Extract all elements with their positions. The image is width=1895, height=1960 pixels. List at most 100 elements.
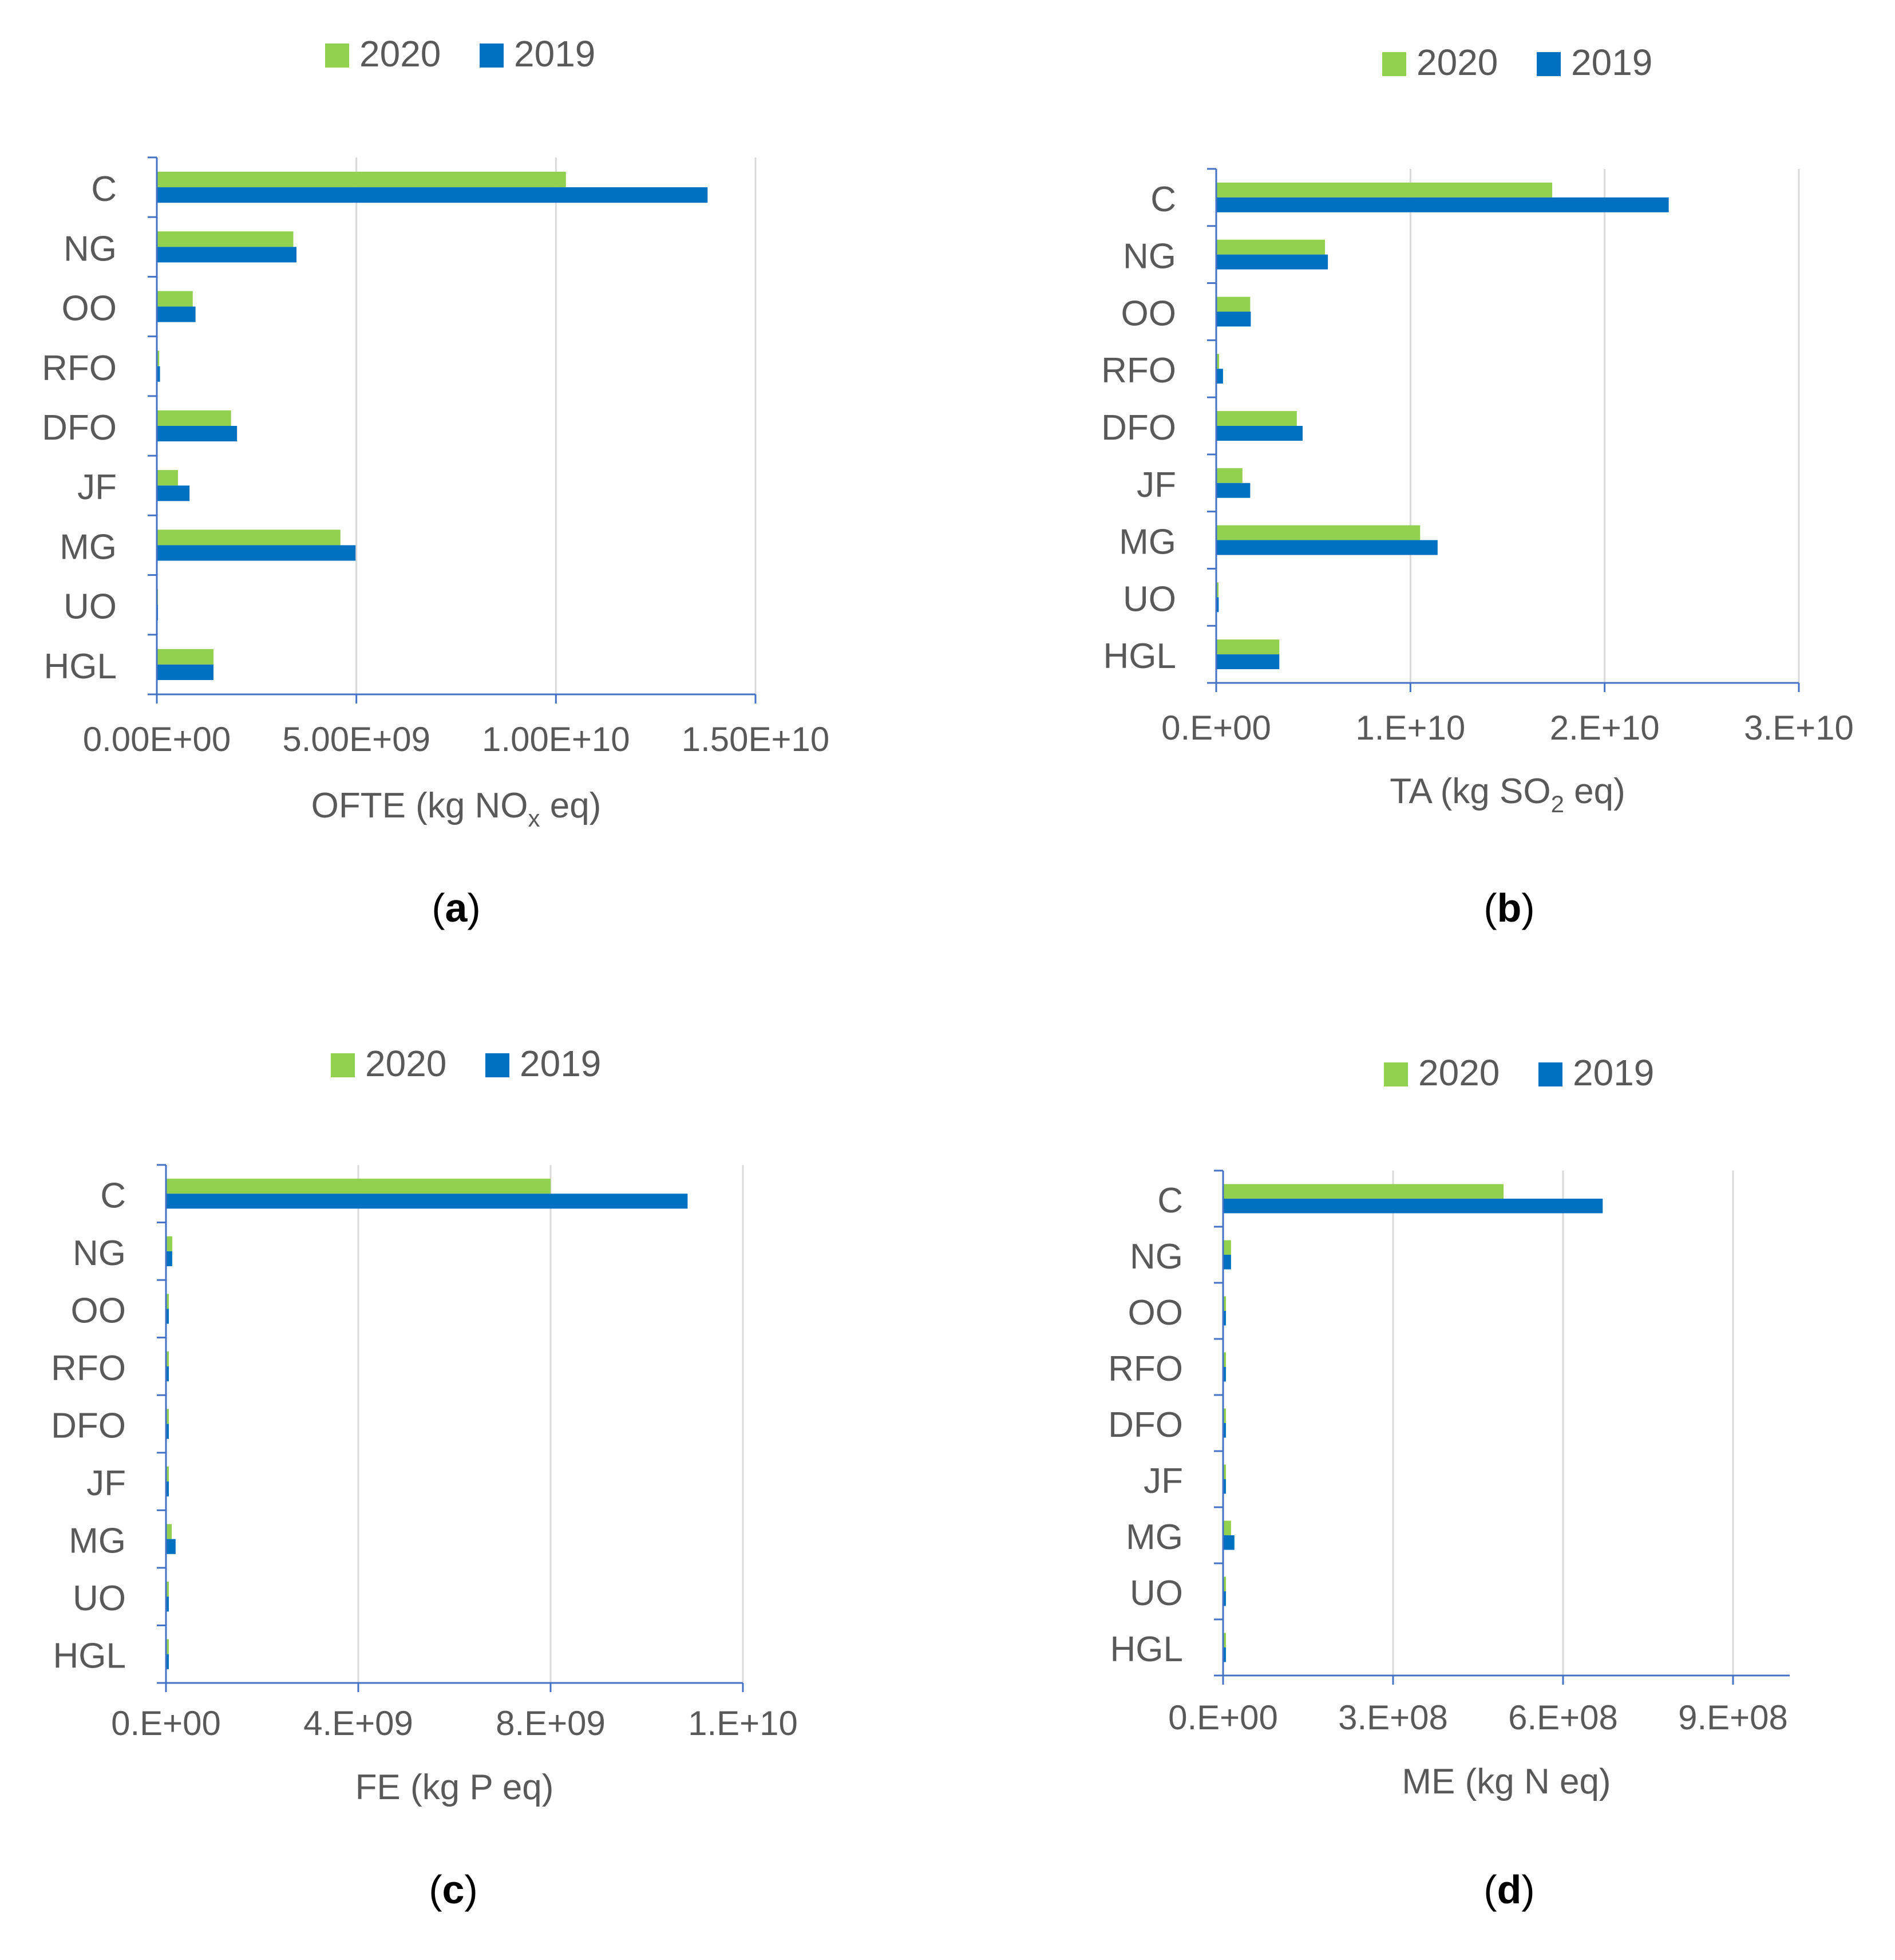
category-label: UO: [1130, 1574, 1183, 1613]
category-label: MG: [1126, 1518, 1183, 1557]
bar-2019-JF: [166, 1481, 169, 1497]
bar-2019-OO: [166, 1309, 169, 1324]
category-label: C: [100, 1176, 126, 1215]
bar-2020-C: [157, 172, 566, 188]
bar-2019-UO: [1223, 1591, 1226, 1606]
x-tick-label: 1.00E+10: [482, 720, 630, 758]
category-label: UO: [1123, 579, 1176, 619]
legend-label: 2020: [1417, 42, 1498, 83]
category-label: NG: [1123, 237, 1176, 276]
x-axis-title-unit: eq): [1564, 772, 1625, 811]
legend-swatch-2020: [1384, 1062, 1408, 1086]
category-label: DFO: [42, 408, 117, 448]
x-axis-title-main: OFTE (kg NO: [311, 786, 528, 825]
legend-label: 2020: [1418, 1052, 1500, 1093]
bar-2019-HGL: [1216, 654, 1280, 670]
bar-2019-RFO: [166, 1366, 169, 1382]
bar-2019-JF: [1216, 483, 1251, 498]
x-tick-label: 0.00E+00: [83, 720, 231, 758]
chart-panel-b: C NG OO RFO DFO JF MG UO HGL 0.E+00 1.E+10 2.E+10 3.…: [1101, 42, 1854, 930]
panel-label: (d): [1483, 1867, 1534, 1912]
category-label: HGL: [1110, 1630, 1183, 1669]
legend-swatch-2019: [1537, 52, 1561, 76]
bar-2019-C: [166, 1194, 688, 1209]
bar-2019-RFO: [1216, 369, 1223, 384]
category-label: MG: [69, 1522, 126, 1561]
chart-panel-c: C NG OO RFO DFO JF MG UO HGL 0.E+00 4.E+09 8.E+09 1.…: [51, 1043, 798, 1912]
category-label: MG: [60, 527, 117, 567]
bar-2019-DFO: [1223, 1423, 1226, 1438]
bar-2019-JF: [1223, 1479, 1226, 1494]
x-axis-title: FE (kg P eq): [355, 1768, 554, 1807]
legend-label: 2020: [359, 33, 441, 74]
panel-label: (a): [432, 886, 481, 930]
bar-2019-C: [1216, 197, 1669, 212]
x-axis-title: OFTE (kg NOx eq): [311, 786, 602, 832]
bar-2019-HGL: [1223, 1647, 1226, 1662]
bar-2020-OO: [166, 1294, 169, 1309]
x-tick-label: 1.E+10: [688, 1704, 798, 1742]
category-label: DFO: [1101, 408, 1176, 448]
bar-2020-HGL: [1223, 1633, 1226, 1647]
legend: 2020 2019: [331, 1043, 601, 1084]
x-tick-label: 0.E+00: [1161, 709, 1271, 747]
category-label: RFO: [51, 1349, 126, 1388]
bar-2020-OO: [1216, 297, 1251, 312]
x-tick-label: 6.E+08: [1508, 1698, 1618, 1737]
category-label: C: [1150, 180, 1176, 219]
bar-2020-C: [1216, 182, 1553, 197]
chart-panel-a: C NG OO RFO DFO JF MG UO HGL 0.00E+00 5.00E+09 1.00…: [42, 33, 829, 930]
bar-2020-MG: [1216, 525, 1421, 540]
category-label: OO: [71, 1291, 126, 1330]
category-label: JF: [86, 1464, 126, 1503]
category-label: OO: [1121, 294, 1176, 333]
bar-2020-RFO: [166, 1351, 169, 1366]
category-label: OO: [1128, 1293, 1183, 1333]
bar-2019-UO: [1216, 597, 1219, 612]
bar-2019-MG: [1223, 1535, 1235, 1550]
legend-swatch-2020: [1382, 52, 1406, 76]
category-label: HGL: [53, 1637, 126, 1676]
bar-2019-OO: [1223, 1311, 1226, 1326]
bar-2019-MG: [1216, 540, 1438, 555]
bar-2019-NG: [1216, 254, 1328, 270]
category-label: JF: [1137, 465, 1176, 505]
bar-2020-JF: [166, 1466, 169, 1482]
bar-2020-NG: [1223, 1240, 1231, 1255]
bar-2019-DFO: [1216, 426, 1303, 441]
x-tick-label: 8.E+09: [496, 1704, 606, 1742]
category-label: MG: [1119, 523, 1176, 562]
bar-2020-HGL: [1216, 639, 1280, 655]
bar-2020-MG: [166, 1524, 172, 1539]
bar-2019-HGL: [157, 664, 214, 680]
category-label: RFO: [1108, 1349, 1183, 1389]
x-axis-title: ME (kg N eq): [1402, 1762, 1611, 1801]
category-label: NG: [1130, 1237, 1183, 1277]
bar-2019-C: [157, 187, 708, 203]
x-tick-label: 2.E+10: [1550, 709, 1660, 747]
panel-label: (c): [429, 1867, 478, 1912]
bar-2020-DFO: [1223, 1408, 1226, 1423]
legend-swatch-2020: [325, 44, 349, 68]
category-label: NG: [64, 229, 117, 268]
legend: 2020 2019: [1384, 1052, 1654, 1093]
x-tick-label: 4.E+09: [303, 1704, 413, 1742]
category-label: HGL: [44, 647, 117, 686]
panel-label: (b): [1483, 886, 1534, 930]
category-label: C: [91, 169, 117, 209]
bar-2019-MG: [166, 1539, 176, 1554]
category-label: RFO: [42, 349, 117, 388]
x-axis-title-subscript: 2: [1551, 791, 1564, 817]
category-label: UO: [64, 587, 117, 627]
bar-2019-UO: [166, 1597, 169, 1612]
bar-2019-HGL: [166, 1654, 169, 1669]
x-tick-label: 3.E+08: [1338, 1698, 1448, 1737]
legend-swatch-2019: [485, 1053, 509, 1077]
x-axis-title-main: FE (kg P eq): [355, 1768, 554, 1807]
bar-2020-JF: [157, 470, 178, 486]
bar-2019-DFO: [157, 426, 238, 442]
bar-2020-C: [1223, 1184, 1504, 1199]
legend-swatch-2019: [1538, 1062, 1562, 1086]
bar-2019-RFO: [1223, 1367, 1226, 1382]
